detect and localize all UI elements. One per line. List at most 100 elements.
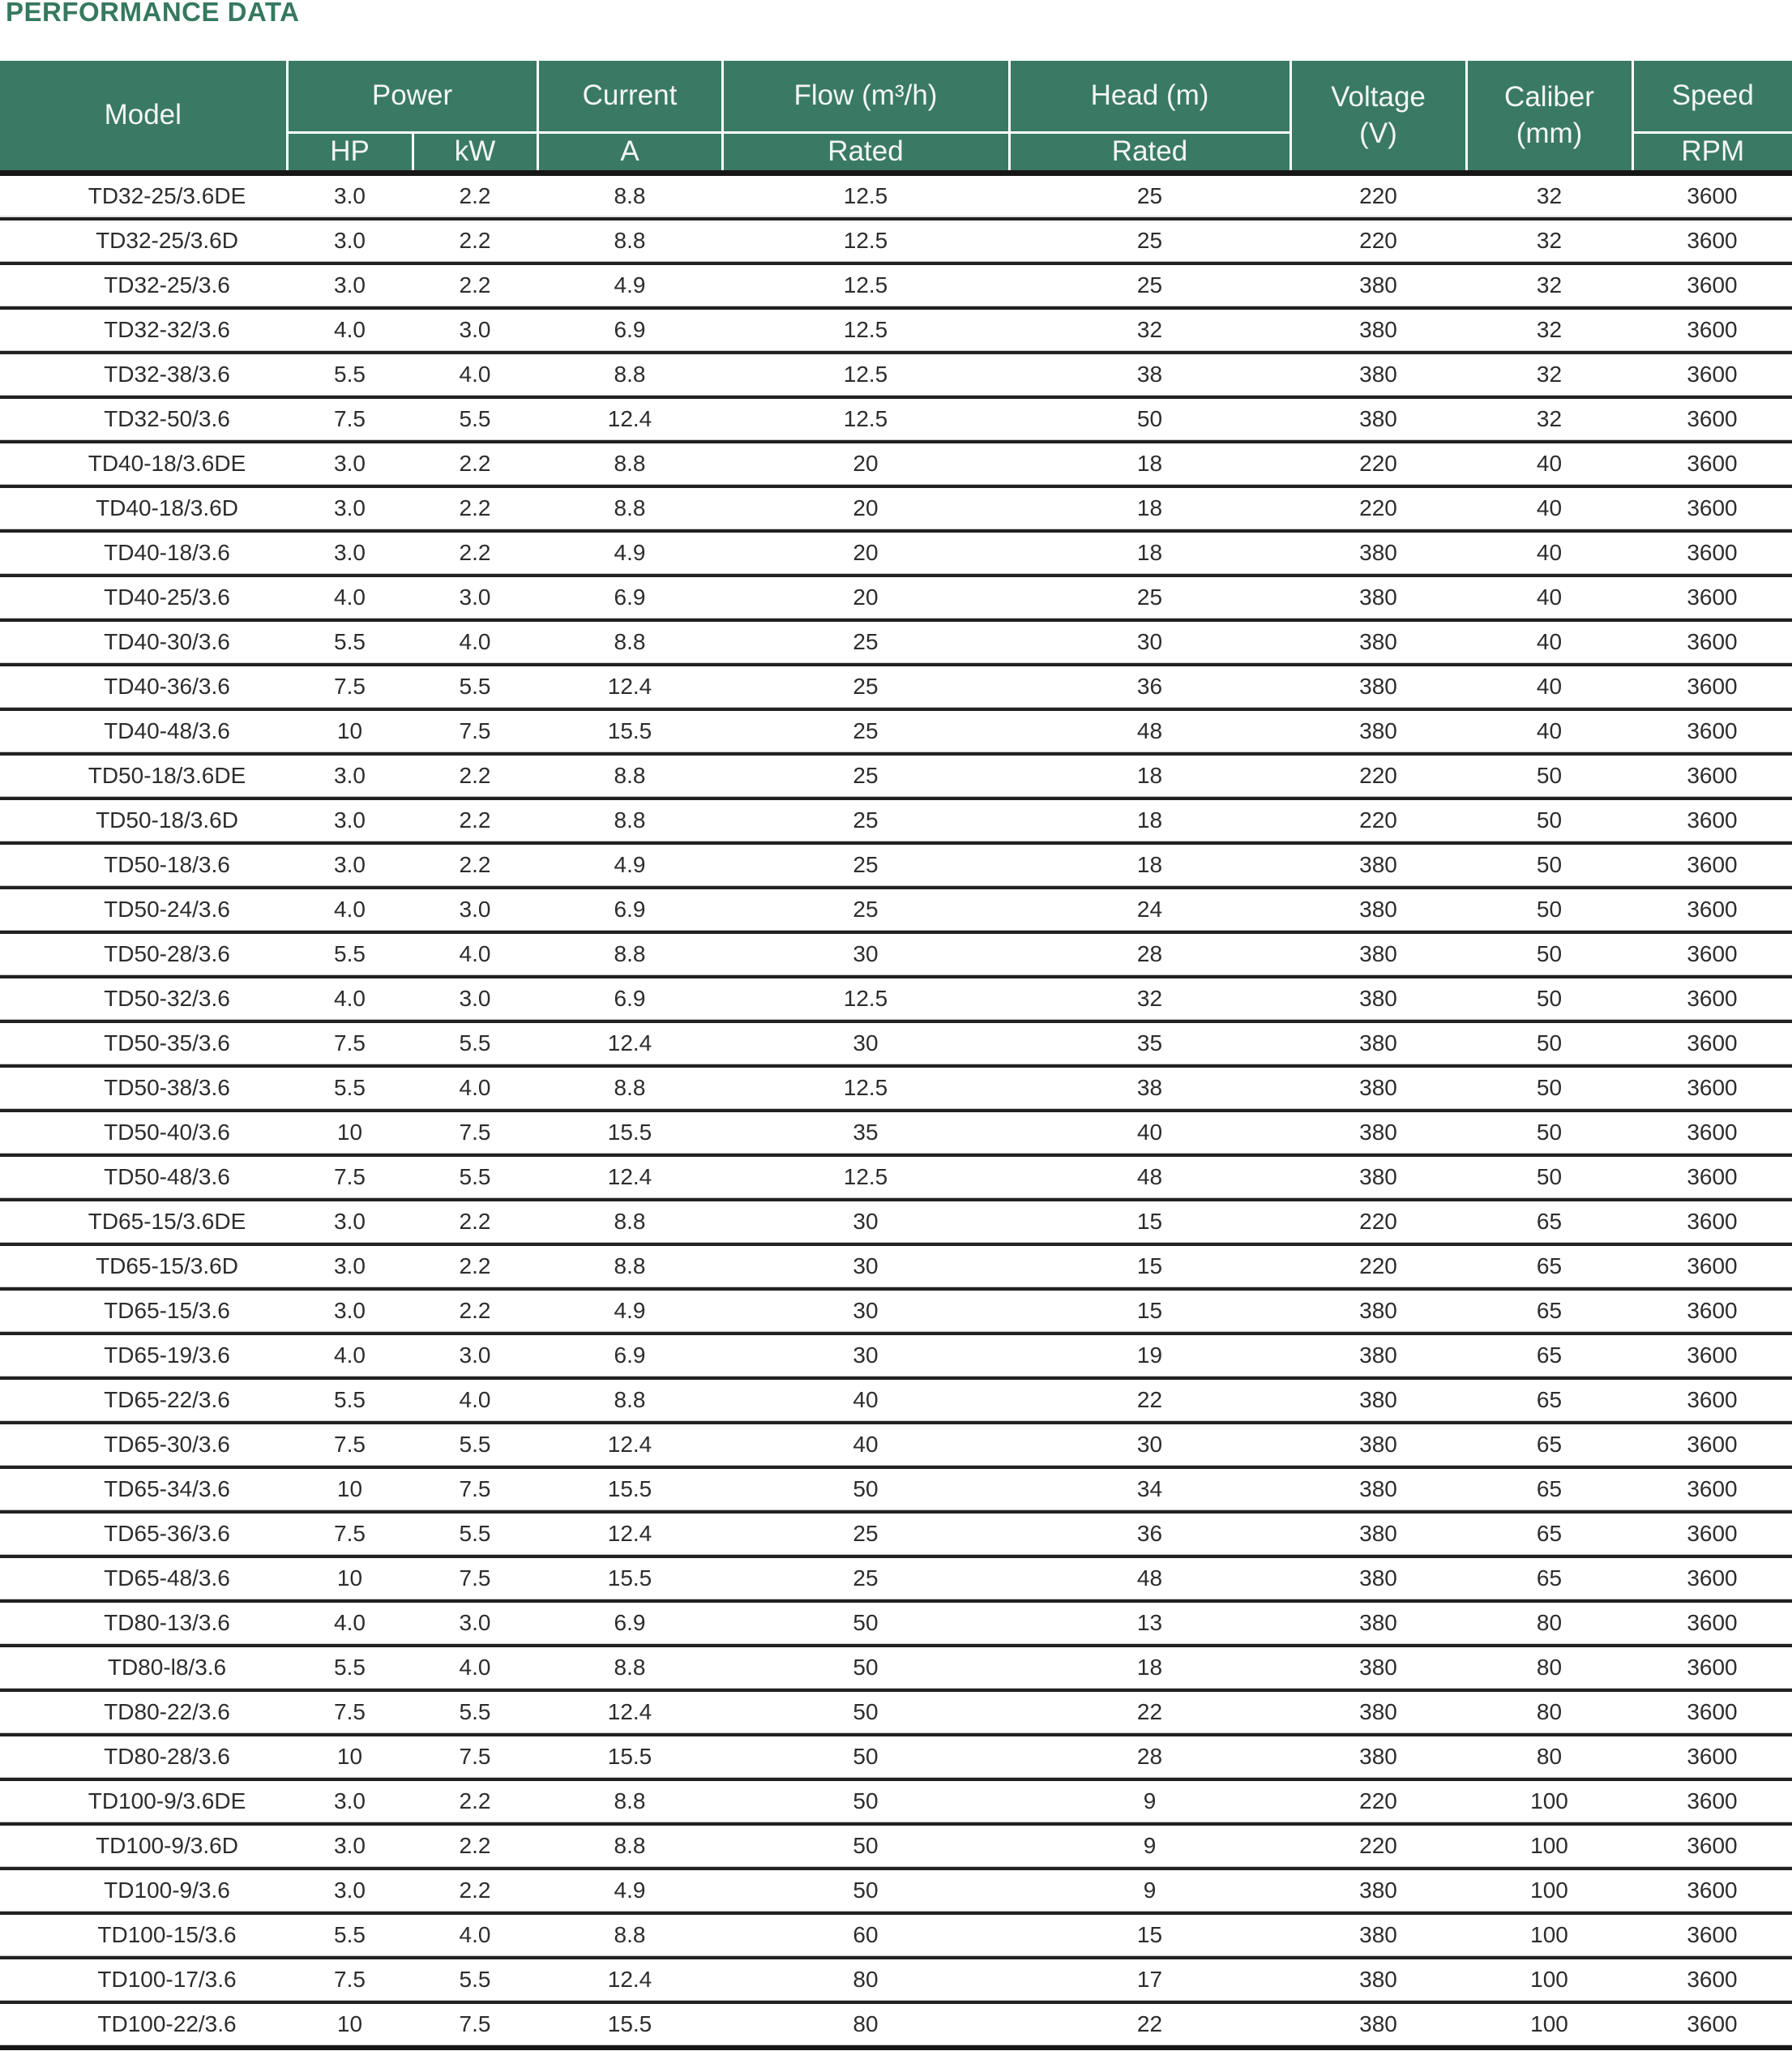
caliber-label-line1: Caliber [1504, 80, 1594, 113]
value-cell: 12.4 [537, 1021, 722, 1068]
value-cell: 3.0 [287, 1779, 413, 1826]
value-cell: 2.2 [413, 1244, 537, 1291]
value-cell: 15.5 [537, 1110, 722, 1157]
value-cell: 380 [1290, 575, 1466, 622]
value-cell: 2.2 [413, 753, 537, 800]
value-cell: 4.0 [413, 1912, 537, 1959]
value-cell: 8.8 [537, 352, 722, 399]
value-cell: 4.9 [537, 530, 722, 577]
value-cell: 35 [722, 1110, 1009, 1157]
value-cell: 7.5 [287, 1422, 413, 1469]
value-cell: 3600 [1632, 1600, 1792, 1647]
table-row: TD80-13/3.6 4.0 3.0 6.9 50 13 380 80 3600 [0, 1600, 1792, 1647]
value-cell: 24 [1009, 887, 1290, 934]
value-cell: 30 [1009, 619, 1290, 666]
value-cell: 380 [1290, 396, 1466, 443]
value-cell: 50 [722, 1823, 1009, 1870]
value-cell: 65 [1466, 1244, 1632, 1291]
table-row: TD100-15/3.6 5.5 4.0 8.8 60 15 380 100 3600 [0, 1912, 1792, 1959]
table-row: TD65-34/3.6 10 7.5 15.5 50 34 380 65 3600 [0, 1467, 1792, 1514]
value-cell: 10 [287, 1556, 413, 1603]
col-header-hp: HP [285, 131, 413, 176]
value-cell: 30 [1009, 1422, 1290, 1469]
value-cell: 4.9 [537, 1868, 722, 1915]
value-cell: 6.9 [537, 1600, 722, 1647]
value-cell: 3.0 [413, 1600, 537, 1647]
table-row: TD65-30/3.6 7.5 5.5 12.4 40 30 380 65 3600 [0, 1422, 1792, 1469]
caliber-label-line2: (mm) [1516, 118, 1583, 150]
value-cell: 25 [722, 842, 1009, 889]
value-cell: 10 [287, 709, 413, 756]
value-cell: 12.5 [722, 307, 1009, 354]
value-cell: 28 [1009, 1734, 1290, 1781]
value-cell: 10 [287, 2002, 413, 2050]
value-cell: 6.9 [537, 1333, 722, 1380]
model-cell: TD32-25/3.6D [0, 218, 287, 265]
value-cell: 12.4 [537, 396, 722, 443]
value-cell: 2.2 [413, 798, 537, 845]
value-cell: 220 [1290, 1779, 1466, 1826]
value-cell: 25 [722, 1511, 1009, 1558]
col-header-kw: kW [411, 131, 537, 176]
table-header: Model Power Current Flow (m³/h) Head (m)… [0, 61, 1792, 176]
model-cell: TD50-18/3.6D [0, 798, 287, 845]
value-cell: 5.5 [287, 1065, 413, 1112]
value-cell: 3600 [1632, 619, 1792, 666]
value-cell: 380 [1290, 2002, 1466, 2050]
value-cell: 12.5 [722, 976, 1009, 1023]
model-cell: TD40-30/3.6 [0, 619, 287, 666]
value-cell: 22 [1009, 2002, 1290, 2050]
value-cell: 50 [1466, 976, 1632, 1023]
table-row: TD32-25/3.6DE 3.0 2.2 8.8 12.5 25 220 32 3600 [0, 173, 1792, 221]
value-cell: 40 [1466, 530, 1632, 577]
value-cell: 80 [722, 1957, 1009, 2004]
table-row: TD32-25/3.6 3.0 2.2 4.9 12.5 25 380 32 3600 [0, 263, 1792, 310]
value-cell: 5.5 [287, 1377, 413, 1424]
value-cell: 4.0 [413, 1645, 537, 1692]
model-cell: TD32-25/3.6DE [0, 173, 287, 221]
value-cell: 380 [1290, 307, 1466, 354]
value-cell: 15 [1009, 1912, 1290, 1959]
value-cell: 40 [1466, 575, 1632, 622]
value-cell: 380 [1290, 1021, 1466, 1068]
value-cell: 50 [722, 1645, 1009, 1692]
value-cell: 6.9 [537, 887, 722, 934]
model-cell: TD32-38/3.6 [0, 352, 287, 399]
value-cell: 50 [1009, 396, 1290, 443]
value-cell: 380 [1290, 1467, 1466, 1514]
model-cell: TD65-22/3.6 [0, 1377, 287, 1424]
value-cell: 4.0 [413, 931, 537, 978]
voltage-label-line1: Voltage [1331, 80, 1426, 113]
value-cell: 3.0 [287, 842, 413, 889]
value-cell: 5.5 [413, 396, 537, 443]
performance-table: Model Power Current Flow (m³/h) Head (m)… [0, 61, 1792, 2050]
value-cell: 3600 [1632, 530, 1792, 577]
value-cell: 12.5 [722, 396, 1009, 443]
value-cell: 380 [1290, 1333, 1466, 1380]
model-cell: TD100-22/3.6 [0, 2002, 287, 2050]
value-cell: 3600 [1632, 1377, 1792, 1424]
value-cell: 3600 [1632, 2002, 1792, 2050]
value-cell: 65 [1466, 1377, 1632, 1424]
value-cell: 8.8 [537, 1244, 722, 1291]
value-cell: 30 [722, 1333, 1009, 1380]
model-cell: TD100-9/3.6DE [0, 1779, 287, 1826]
value-cell: 220 [1290, 218, 1466, 265]
value-cell: 380 [1290, 1511, 1466, 1558]
value-cell: 38 [1009, 1065, 1290, 1112]
value-cell: 12.5 [722, 1154, 1009, 1201]
value-cell: 3600 [1632, 1645, 1792, 1692]
col-header-power: Power [285, 61, 537, 132]
table-row: TD40-18/3.6D 3.0 2.2 8.8 20 18 220 40 3600 [0, 486, 1792, 533]
model-cell: TD50-35/3.6 [0, 1021, 287, 1068]
table-row: TD32-38/3.6 5.5 4.0 8.8 12.5 38 380 32 3600 [0, 352, 1792, 399]
value-cell: 22 [1009, 1689, 1290, 1736]
value-cell: 18 [1009, 753, 1290, 800]
value-cell: 18 [1009, 1645, 1290, 1692]
value-cell: 8.8 [537, 1199, 722, 1246]
table-row: TD32-50/3.6 7.5 5.5 12.4 12.5 50 380 32 3600 [0, 396, 1792, 443]
value-cell: 3600 [1632, 1689, 1792, 1736]
value-cell: 3600 [1632, 1288, 1792, 1335]
value-cell: 3600 [1632, 664, 1792, 711]
